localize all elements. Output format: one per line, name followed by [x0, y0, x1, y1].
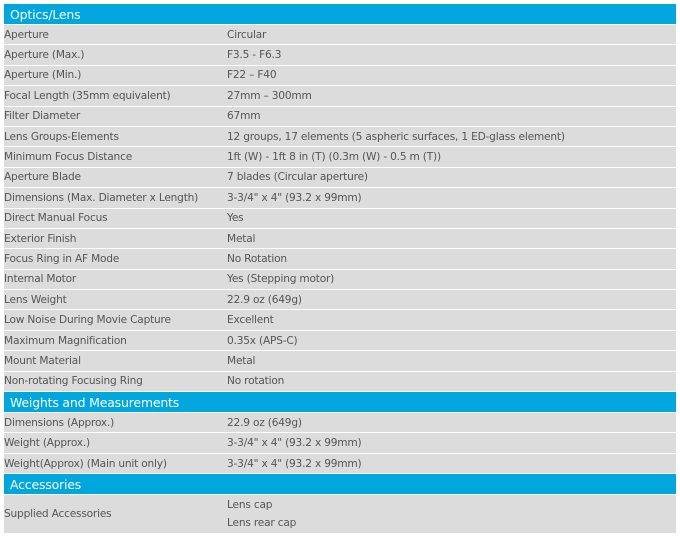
spec-value: Yes (Stepping motor) [227, 273, 335, 286]
spec-row: Internal Motor Yes (Stepping motor) [4, 269, 676, 291]
spec-value-cell: 67mm [227, 106, 676, 127]
spec-label: Low Noise During Movie Capture [4, 309, 227, 331]
section-title: Optics/Lens [4, 4, 676, 25]
spec-value-cell: 7 blades (Circular aperture) [227, 167, 676, 189]
spec-label: Supplied Accessories [4, 494, 227, 535]
spec-value: Metal [227, 354, 256, 367]
spec-value-cell: Lens cap Lens rear cap [227, 494, 676, 535]
spec-value: 67mm [227, 110, 261, 123]
spec-row: Aperture (Max.) F3.5 - F6.3 [4, 44, 676, 66]
spec-row: Non-rotating Focusing Ring No rotation [4, 371, 676, 393]
spec-value: 1ft (W) - 1ft 8 in (T) (0.3m (W) - 0.5 m… [227, 151, 441, 164]
spec-value-cell: F22 – F40 [227, 65, 676, 87]
spec-value: No Rotation [227, 252, 287, 265]
spec-row: Dimensions (Approx.) 22.9 oz (649g) [4, 412, 676, 434]
spec-value-cell: 27mm – 300mm [227, 85, 676, 107]
section-header: Optics/Lens [4, 4, 676, 25]
spec-row: Direct Manual Focus Yes [4, 208, 676, 229]
spec-row: Filter Diameter 67mm [4, 106, 676, 127]
spec-value: 12 groups, 17 elements (5 aspheric surfa… [227, 130, 565, 143]
spec-value-cell: 0.35x (APS-C) [227, 330, 676, 352]
spec-row: Focal Length (35mm equivalent) 27mm – 300… [4, 85, 676, 107]
spec-value: 3-3/4" x 4" (93.2 x 99mm) [227, 191, 362, 204]
spec-row: Minimum Focus Distance 1ft (W) - 1ft 8 in… [4, 146, 676, 168]
spec-row: Lens Groups-Elements 12 groups, 17 elemen… [4, 126, 676, 148]
spec-value: F3.5 - F6.3 [227, 49, 282, 62]
spec-value-cell: Metal [227, 228, 676, 250]
spec-label: Dimensions (Max. Diameter x Length) [4, 187, 227, 209]
spec-label: Focus Ring in AF Mode [4, 248, 227, 270]
spec-label: Aperture Blade [4, 167, 227, 189]
spec-row: Focus Ring in AF Mode No Rotation [4, 248, 676, 270]
spec-value: Lens rear cap [227, 517, 297, 530]
spec-label: Lens Groups-Elements [4, 126, 227, 148]
spec-label: Weight(Approx) (Main unit only) [4, 453, 227, 475]
spec-value: Excellent [227, 314, 274, 327]
spec-value: Circular [227, 28, 267, 41]
spec-value: 22.9 oz (649g) [227, 416, 302, 429]
spec-label: Lens Weight [4, 289, 227, 311]
spec-label: Aperture [4, 24, 227, 46]
spec-value: 27mm – 300mm [227, 89, 312, 102]
spec-value: 3-3/4" x 4" (93.2 x 99mm) [227, 437, 362, 450]
spec-row: Exterior Finish Metal [4, 228, 676, 250]
spec-label: Maximum Magnification [4, 330, 227, 352]
spec-label: Aperture (Min.) [4, 65, 227, 87]
spec-value-cell: Metal [227, 350, 676, 372]
spec-value-cell: F3.5 - F6.3 [227, 44, 676, 66]
spec-row: Lens Weight 22.9 oz (649g) [4, 289, 676, 311]
spec-value-cell: 3-3/4" x 4" (93.2 x 99mm) [227, 453, 676, 475]
spec-table: Optics/Lens Aperture Circular Aperture (Max… [4, 4, 676, 535]
spec-value-cell: Yes [227, 208, 676, 229]
spec-value-cell: 3-3/4" x 4" (93.2 x 99mm) [227, 187, 676, 209]
spec-label: Internal Motor [4, 269, 227, 291]
spec-row: Dimensions (Max. Diameter x Length) 3-3/4… [4, 187, 676, 209]
spec-row: Aperture Circular [4, 24, 676, 46]
section-title: Accessories [4, 473, 676, 496]
spec-value: 3-3/4" x 4" (93.2 x 99mm) [227, 457, 362, 470]
spec-value-cell: 22.9 oz (649g) [227, 289, 676, 311]
spec-value-cell: No Rotation [227, 248, 676, 270]
spec-value-cell: 22.9 oz (649g) [227, 412, 676, 434]
spec-row: Weight (Approx.) 3-3/4" x 4" (93.2 x 99mm… [4, 432, 676, 454]
spec-row: Maximum Magnification 0.35x (APS-C) [4, 330, 676, 352]
spec-label: Weight (Approx.) [4, 432, 227, 454]
spec-value: 7 blades (Circular aperture) [227, 171, 368, 184]
spec-value-cell: Circular [227, 24, 676, 46]
spec-row: Aperture (Min.) F22 – F40 [4, 65, 676, 87]
spec-label: Non-rotating Focusing Ring [4, 371, 227, 393]
spec-value: Lens cap [227, 499, 273, 512]
spec-label: Mount Material [4, 350, 227, 372]
spec-label: Minimum Focus Distance [4, 146, 227, 168]
spec-value-cell: Yes (Stepping motor) [227, 269, 676, 291]
spec-row: Weight(Approx) (Main unit only) 3-3/4" x … [4, 453, 676, 475]
spec-label: Exterior Finish [4, 228, 227, 250]
spec-value: No rotation [227, 375, 285, 388]
section-header: Weights and Measurements [4, 391, 676, 414]
spec-value-cell: 1ft (W) - 1ft 8 in (T) (0.3m (W) - 0.5 m… [227, 146, 676, 168]
spec-value: Metal [227, 232, 256, 245]
spec-value-cell: 12 groups, 17 elements (5 aspheric surfa… [227, 126, 676, 148]
section-title: Weights and Measurements [4, 391, 676, 414]
spec-value: Yes [227, 212, 244, 225]
spec-row: Mount Material Metal [4, 350, 676, 372]
spec-row: Low Noise During Movie Capture Excellent [4, 309, 676, 331]
spec-value: F22 – F40 [227, 69, 277, 82]
spec-value: 22.9 oz (649g) [227, 293, 302, 306]
spec-row: Supplied Accessories Lens cap Lens rear ca… [4, 494, 676, 535]
section-header: Accessories [4, 473, 676, 496]
spec-label: Focal Length (35mm equivalent) [4, 85, 227, 107]
spec-label: Filter Diameter [4, 106, 227, 127]
spec-label: Aperture (Max.) [4, 44, 227, 66]
spec-value-cell: Excellent [227, 309, 676, 331]
spec-value: 0.35x (APS-C) [227, 334, 298, 347]
spec-label: Dimensions (Approx.) [4, 412, 227, 434]
spec-value-cell: No rotation [227, 371, 676, 393]
spec-row: Aperture Blade 7 blades (Circular apertur… [4, 167, 676, 189]
spec-label: Direct Manual Focus [4, 208, 227, 229]
spec-value-cell: 3-3/4" x 4" (93.2 x 99mm) [227, 432, 676, 454]
